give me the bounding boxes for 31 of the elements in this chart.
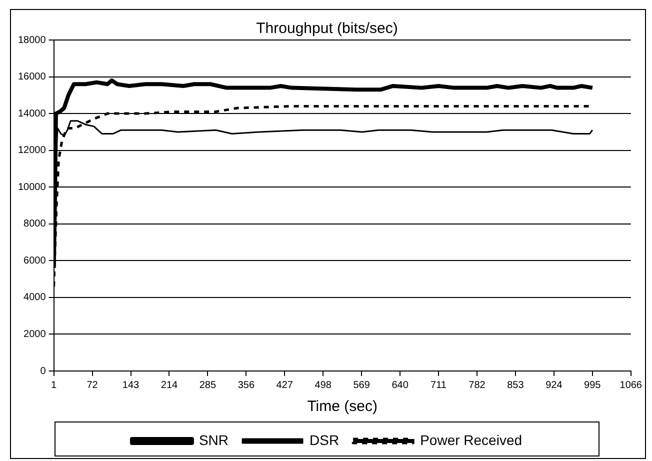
x-tick-label: 427	[276, 380, 294, 391]
legend-label: Power Received	[420, 432, 522, 448]
x-tick-label: 924	[546, 380, 563, 391]
y-tick-label: 4000	[24, 292, 46, 304]
legend-label: DSR	[310, 432, 340, 448]
legend-label: SNR	[198, 432, 229, 448]
x-tick-label: 995	[584, 380, 602, 391]
x-tick-label: 711	[430, 380, 447, 391]
y-tick-label: 2000	[24, 328, 46, 340]
x-tick-label: 782	[468, 380, 486, 391]
y-tick-label: 14000	[18, 108, 46, 120]
y-tick-label: 12000	[18, 145, 46, 156]
x-tick-label: 72	[86, 380, 98, 391]
y-tick-label: 18000	[18, 34, 46, 46]
y-tick-label: 16000	[18, 72, 46, 83]
x-tick-label: 1	[51, 380, 58, 391]
x-tick-label: 569	[353, 380, 370, 391]
x-tick-label: 498	[314, 380, 332, 391]
y-tick-label: 8000	[24, 218, 46, 230]
x-tick-label: 143	[122, 380, 140, 391]
y-tick-label: 6000	[24, 255, 46, 266]
x-tick-label: 1066	[620, 380, 642, 391]
x-tick-label: 214	[160, 380, 178, 391]
y-tick-label: 0	[40, 366, 46, 377]
x-tick-label: 853	[507, 380, 524, 391]
x-tick-label: 356	[238, 380, 255, 391]
chart-title: Throughput (bits/sec)	[256, 20, 398, 38]
x-tick-label: 640	[392, 380, 409, 391]
y-tick-label: 10000	[18, 182, 46, 193]
x-tick-label: 285	[199, 380, 216, 391]
x-axis-title: Time (sec)	[307, 398, 378, 416]
